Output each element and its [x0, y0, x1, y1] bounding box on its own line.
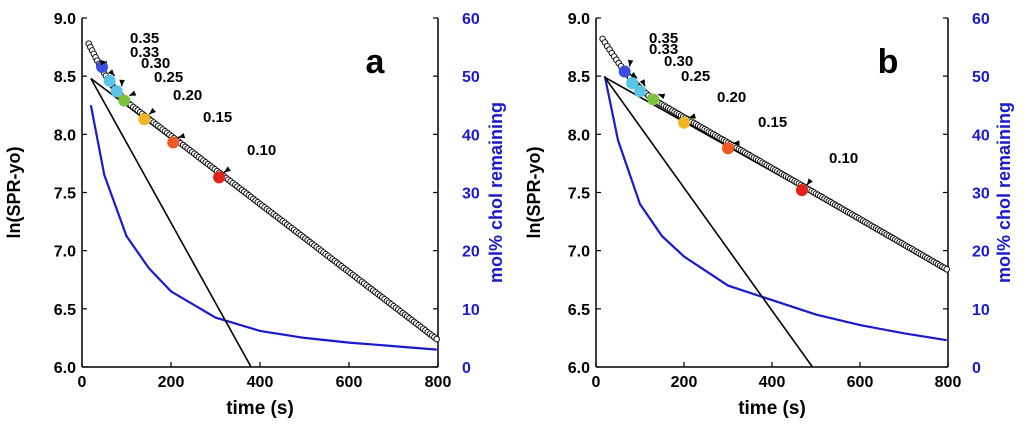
x-axis-title: time (s) — [226, 398, 294, 419]
y-left-tick-label: 6.0 — [568, 360, 590, 377]
point-annotation: 0.30 — [141, 55, 170, 72]
point-annotation: 0.30 — [664, 53, 693, 70]
y-right-tick-label: 20 — [462, 244, 480, 261]
labeled-point — [722, 142, 734, 155]
y-left-tick-label: 9.0 — [54, 11, 76, 28]
y-right-tick-label: 30 — [462, 186, 480, 203]
arrowhead — [627, 59, 634, 67]
x-tick-label: 200 — [158, 374, 185, 391]
y-left-tick-label: 7.5 — [54, 186, 76, 203]
panel-label: a — [366, 43, 386, 81]
labeled-point — [647, 93, 660, 106]
y-left-tick-label: 6.0 — [54, 360, 76, 377]
y-right-tick-label: 0 — [972, 360, 981, 377]
point-annotation: 0.15 — [203, 109, 232, 126]
y-right-tick-label: 30 — [972, 186, 990, 203]
labeled-point — [626, 77, 639, 90]
labeled-point — [795, 184, 808, 197]
point-annotation: 0.25 — [154, 69, 183, 86]
panel-a: 0 200 400 600 800 6.0 6.5 7.0 7.5 8.0 8.5 9.0 0 10 20 3… — [4, 11, 506, 419]
y-left-tick-label: 8.0 — [568, 127, 590, 144]
labeled-point — [618, 65, 631, 78]
arrowhead — [119, 79, 125, 87]
panel-label: b — [878, 43, 899, 81]
point-annotation: 0.10 — [247, 142, 276, 159]
panel-b: 0 200 400 600 800 6.0 6.5 7.0 7.5 8.0 8.5 9.0 0 10 20 3… — [524, 11, 1014, 419]
x-tick-label: 400 — [247, 374, 274, 391]
labeled-point — [213, 171, 226, 184]
labeled-point — [110, 85, 123, 98]
y-right-tick-label: 60 — [462, 11, 480, 28]
point-annotation: 0.25 — [681, 68, 710, 85]
y-axis-right-title: mol% chol remaining — [486, 102, 506, 283]
x-tick-label: 600 — [847, 374, 874, 391]
x-tick-label: 200 — [671, 374, 698, 391]
y-axis-left-title: ln(SPR-yo) — [4, 146, 24, 238]
point-annotation: 0.20 — [173, 87, 202, 104]
data-point — [943, 266, 950, 273]
x-tick-label: 800 — [935, 374, 962, 391]
point-annotation: 0.15 — [758, 114, 787, 131]
arrowhead — [658, 93, 666, 99]
y-left-tick-label: 8.5 — [54, 69, 76, 86]
x-axis-title: time (s) — [738, 398, 806, 419]
x-tick-label: 400 — [759, 374, 786, 391]
arrowhead — [149, 107, 156, 115]
labeled-point — [138, 113, 151, 126]
labeled-point — [118, 94, 131, 107]
labeled-point — [167, 136, 180, 149]
x-tick-label: 0 — [592, 374, 601, 391]
y-left-tick-label: 8.0 — [54, 127, 76, 144]
x-tick-label: 600 — [336, 374, 363, 391]
y-right-tick-label: 50 — [462, 69, 480, 86]
arrowhead — [129, 90, 137, 96]
y-left-tick-label: 7.0 — [54, 244, 76, 261]
y-right-tick-label: 10 — [972, 302, 990, 319]
arrowhead — [100, 60, 108, 66]
x-tick-label: 800 — [425, 374, 452, 391]
labeled-point — [634, 85, 646, 98]
arrowhead — [108, 69, 115, 76]
chol-remaining-curve — [603, 75, 947, 342]
arrowhead — [689, 113, 696, 119]
arrowhead — [630, 72, 638, 79]
chol-remaining-curve — [89, 105, 437, 351]
y-left-tick-label: 6.5 — [54, 302, 76, 319]
fit-line — [90, 78, 252, 368]
point-annotation: 0.33 — [649, 41, 678, 58]
y-right-tick-label: 40 — [462, 127, 480, 144]
y-right-tick-label: 40 — [972, 127, 990, 144]
point-annotation: 0.35 — [130, 30, 159, 47]
labeled-point — [103, 74, 116, 87]
arrowhead — [639, 79, 645, 87]
point-annotation: 0.10 — [829, 150, 858, 167]
arrowhead — [178, 133, 186, 139]
point-annotation: 0.33 — [130, 44, 159, 61]
labeled-point — [678, 116, 690, 129]
y-left-tick-label: 7.0 — [568, 244, 590, 261]
arrowhead — [224, 166, 231, 173]
y-right-tick-label: 0 — [462, 360, 471, 377]
y-left-tick-label: 7.5 — [568, 186, 590, 203]
arrowhead — [733, 140, 740, 146]
y-right-tick-label: 20 — [972, 244, 990, 261]
y-right-tick-label: 50 — [972, 69, 990, 86]
data-point — [433, 335, 440, 343]
point-annotation: 0.20 — [717, 89, 746, 106]
y-right-tick-label: 10 — [462, 302, 480, 319]
y-left-tick-label: 9.0 — [568, 11, 590, 28]
x-tick-label: 0 — [78, 374, 87, 391]
point-annotation: 0.35 — [649, 30, 678, 47]
y-axis-right-title: mol% chol remaining — [994, 102, 1014, 283]
arrowhead — [806, 178, 813, 186]
y-left-tick-label: 8.5 — [568, 69, 590, 86]
y-left-tick-label: 6.5 — [568, 302, 590, 319]
labeled-point — [96, 60, 109, 73]
y-axis-left-title: ln(SPR-yo) — [524, 146, 544, 238]
fit-line — [604, 76, 814, 368]
y-right-tick-label: 60 — [972, 11, 990, 28]
